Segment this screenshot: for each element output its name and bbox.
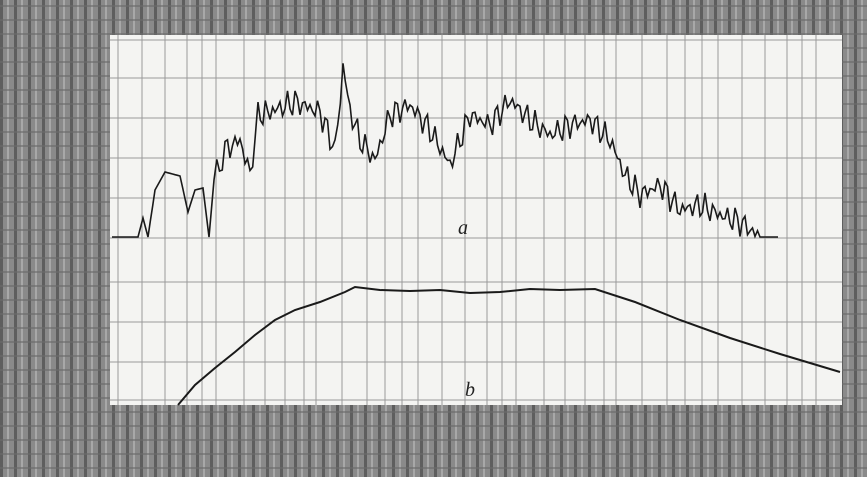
curve-b — [177, 285, 841, 406]
curve-b-label: b — [465, 379, 475, 401]
curve-a — [112, 63, 778, 239]
graph-paper — [110, 35, 842, 405]
grid — [110, 35, 842, 405]
curve-a-label: a — [458, 217, 468, 239]
